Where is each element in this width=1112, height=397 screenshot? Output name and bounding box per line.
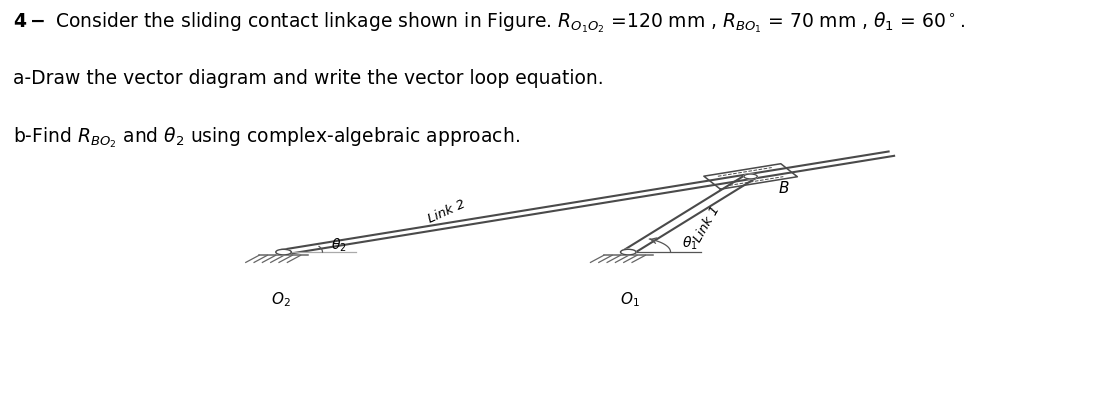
Circle shape xyxy=(744,174,757,179)
Text: $\mathbf{4-}$ Consider the sliding contact linkage shown in Figure. $R_{O_1O_2}$: $\mathbf{4-}$ Consider the sliding conta… xyxy=(13,10,965,35)
Circle shape xyxy=(620,249,636,255)
Circle shape xyxy=(276,249,291,255)
Text: $\theta_2$: $\theta_2$ xyxy=(331,237,347,254)
Text: $O_1$: $O_1$ xyxy=(619,290,639,308)
Text: a-Draw the vector diagram and write the vector loop equation.: a-Draw the vector diagram and write the … xyxy=(13,69,604,89)
Text: $B$: $B$ xyxy=(778,180,790,197)
Text: $\theta_1$: $\theta_1$ xyxy=(682,235,697,252)
Text: Link 2: Link 2 xyxy=(426,198,467,226)
Text: b-Find $R_{BO_2}$ and $\theta_2$ using complex-algebraic approach.: b-Find $R_{BO_2}$ and $\theta_2$ using c… xyxy=(13,125,520,150)
Text: $O_2$: $O_2$ xyxy=(271,290,291,308)
Text: Link 1: Link 1 xyxy=(692,204,723,245)
